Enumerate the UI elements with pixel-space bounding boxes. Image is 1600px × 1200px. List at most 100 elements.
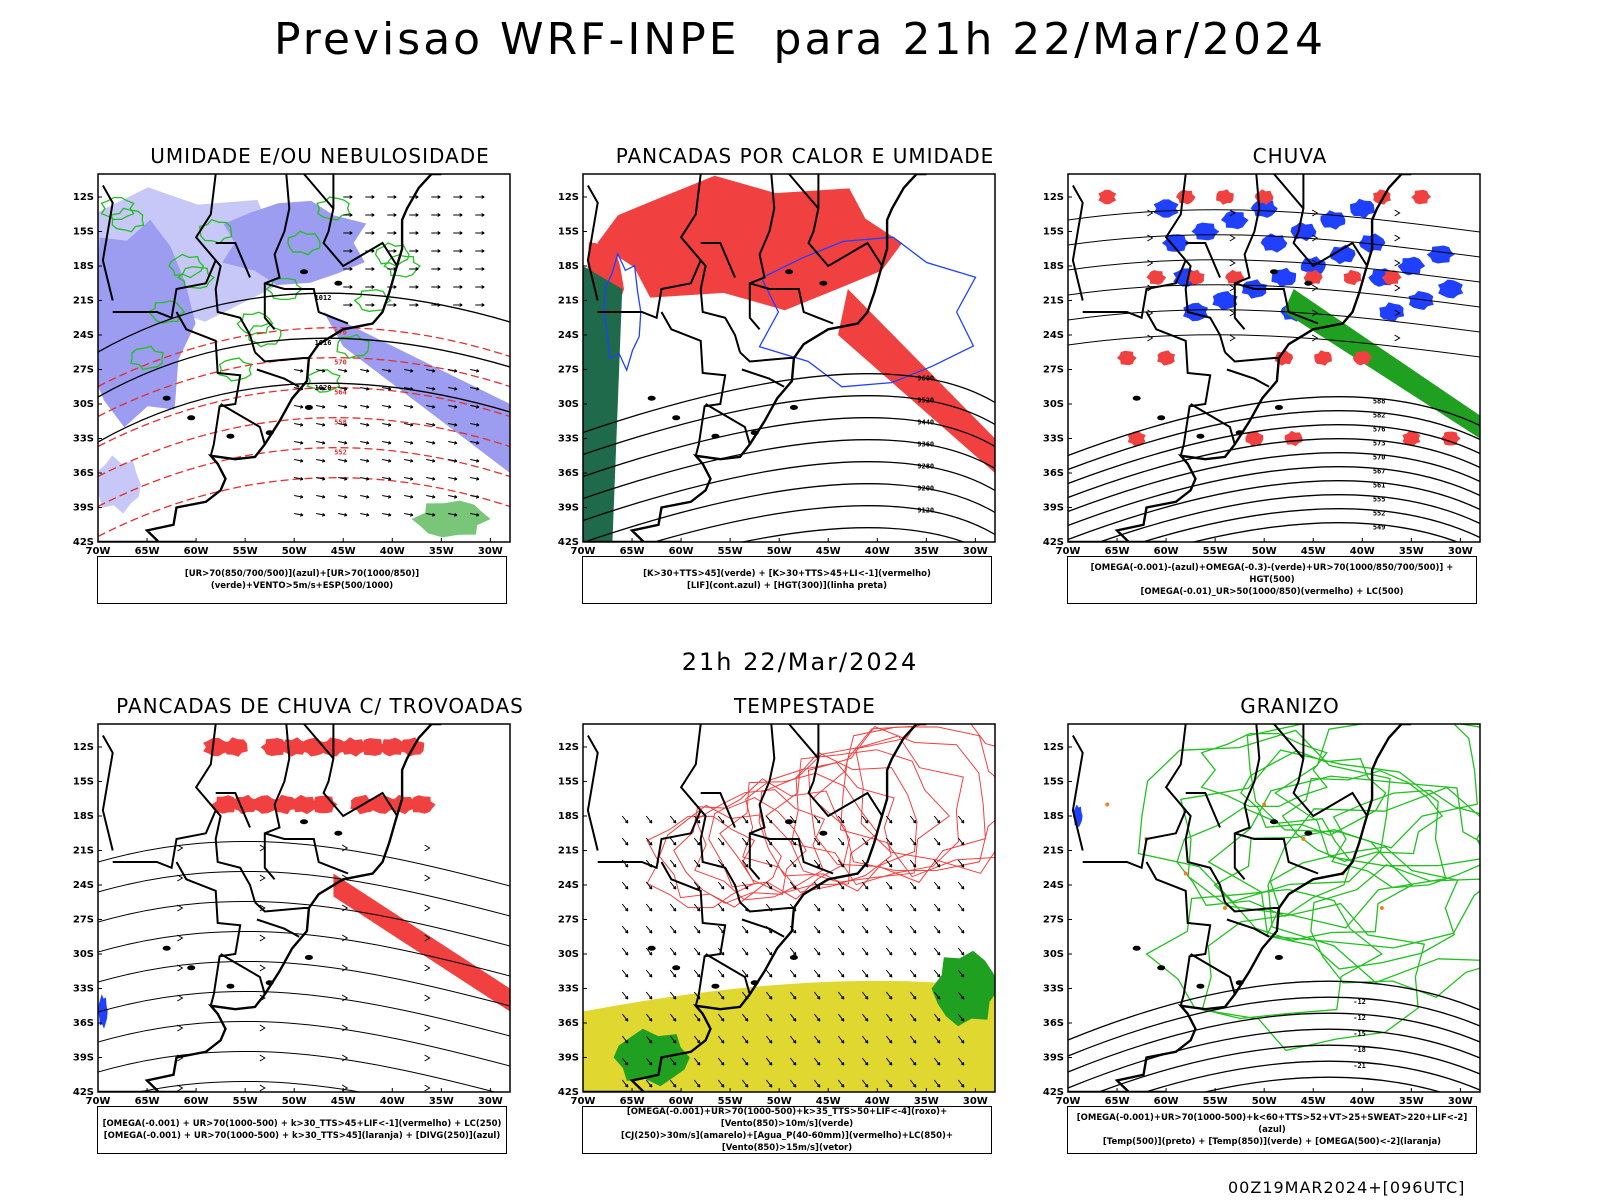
- lon-label: 45W: [331, 1096, 356, 1104]
- wind-vector: [453, 495, 458, 499]
- wind-vector: [813, 815, 821, 824]
- panel-pancadas-calor: PANCADAS POR CALOR E UMIDADE 9600 9520 944…: [555, 144, 1055, 624]
- wind-vector: [840, 863, 845, 868]
- wind-vector: [861, 815, 869, 824]
- wind-vector: [415, 285, 419, 289]
- wind-vector: [885, 859, 893, 868]
- wind-vector: [360, 477, 370, 480]
- wind-vector: [840, 1083, 845, 1088]
- wind-vector: [437, 195, 441, 199]
- legend-line: [LIF](cont.azul) + [HGT(300)](linha pret…: [686, 581, 888, 591]
- wind-vector: [933, 1057, 941, 1066]
- lake: [785, 819, 793, 825]
- streamline-arrow: [177, 874, 184, 882]
- wind-vector: [349, 249, 353, 253]
- temp850-contour: [1240, 750, 1387, 836]
- lon-label: 50W: [767, 1096, 792, 1104]
- contour-label: -18: [1353, 1046, 1366, 1054]
- wind-vector: [645, 991, 653, 1000]
- wind-vector: [765, 1035, 773, 1044]
- wind-vector: [912, 841, 917, 846]
- wind-vector: [885, 991, 893, 1000]
- lat-label: 15S: [558, 777, 579, 788]
- height-contour: [583, 395, 995, 456]
- thunderstorm-area-red: [203, 737, 229, 757]
- omega-area-blue: [1329, 244, 1356, 265]
- streamline: [98, 900, 510, 947]
- humidity-contour-green: [383, 254, 421, 278]
- wind-vector: [792, 995, 797, 1000]
- wind-vector: [426, 405, 436, 408]
- wind-vector: [933, 815, 941, 824]
- wind-vector: [912, 951, 917, 956]
- lon-label: 35W: [914, 1096, 939, 1104]
- height-contour: [1068, 396, 1480, 457]
- wind-vector: [693, 881, 701, 890]
- contour-label: 9200: [917, 485, 934, 493]
- wind-vector: [316, 387, 326, 390]
- wind-vector: [864, 951, 869, 956]
- wind-vector: [936, 1083, 941, 1088]
- wind-vector: [741, 1057, 749, 1066]
- streamline-arrow: [1229, 209, 1236, 217]
- instability-band-red: [838, 289, 995, 473]
- omega-area-blue: [1426, 245, 1455, 264]
- temp850-contour: [1200, 732, 1328, 808]
- wind-vector: [321, 369, 326, 373]
- lat-label: 27S: [73, 915, 94, 926]
- lat-label: 42S: [73, 1087, 94, 1098]
- wind-vector: [409, 369, 414, 373]
- wind-vector: [933, 1079, 941, 1088]
- panel-title: UMIDADE E/OU NEBULOSIDADE: [150, 144, 490, 168]
- wind-vector: [789, 815, 797, 824]
- wind-vector: [768, 1039, 773, 1044]
- divergence-area-blue: [98, 994, 108, 1029]
- streamline-arrow: [1394, 334, 1401, 342]
- map-frame: [97, 723, 511, 1093]
- lat-label: 27S: [73, 365, 94, 376]
- wind-vector: [696, 1083, 701, 1088]
- wind-vector: [621, 837, 629, 846]
- lat-label: 21S: [558, 296, 579, 307]
- lake: [1196, 433, 1205, 439]
- legend-box: [OMEGA(-0.001) + UR>70(1000-500) + k>30_…: [97, 1106, 507, 1154]
- wind-vector: [387, 495, 392, 499]
- lat-label: 27S: [1043, 915, 1064, 926]
- state-border: [1224, 351, 1279, 363]
- wind-vector: [957, 903, 965, 912]
- wind-vector: [669, 991, 677, 1000]
- legend-line: [Temp(500)](preto) + [Temp(850)](verde) …: [1102, 1137, 1442, 1147]
- wind-vector: [909, 1079, 917, 1088]
- lake: [672, 965, 681, 971]
- streamline-arrow: [177, 844, 184, 852]
- state-border: [101, 735, 114, 851]
- wind-vector: [837, 903, 845, 912]
- lon-label: 65W: [135, 1096, 160, 1104]
- wind-vector: [837, 947, 845, 956]
- lat-label: 15S: [558, 227, 579, 238]
- lat-label: 18S: [558, 261, 579, 272]
- lat-label: 30S: [1043, 399, 1064, 410]
- rain-area-red: [1352, 350, 1372, 366]
- wind-vector: [470, 369, 480, 372]
- contour-label: 567: [1373, 468, 1386, 476]
- wind-vector: [299, 459, 304, 463]
- temp500-contour: [1068, 1028, 1480, 1089]
- wind-vector: [885, 925, 893, 934]
- contour-label: 570: [1373, 454, 1386, 462]
- wind-vector: [909, 1035, 917, 1044]
- wind-vector: [696, 929, 701, 934]
- streamline-arrow: [259, 934, 266, 942]
- wind-vector: [672, 1083, 677, 1088]
- wind-vector: [912, 995, 917, 1000]
- lat-label: 12S: [73, 192, 94, 203]
- wind-vector: [316, 369, 326, 372]
- lake: [226, 433, 235, 439]
- wind-vector: [338, 423, 348, 426]
- lat-label: 12S: [1043, 192, 1064, 203]
- wind-vector: [864, 973, 869, 978]
- state-border: [1233, 724, 1261, 880]
- state-border: [748, 174, 776, 330]
- wind-vector: [299, 405, 304, 409]
- omega-area-blue: [1438, 279, 1464, 299]
